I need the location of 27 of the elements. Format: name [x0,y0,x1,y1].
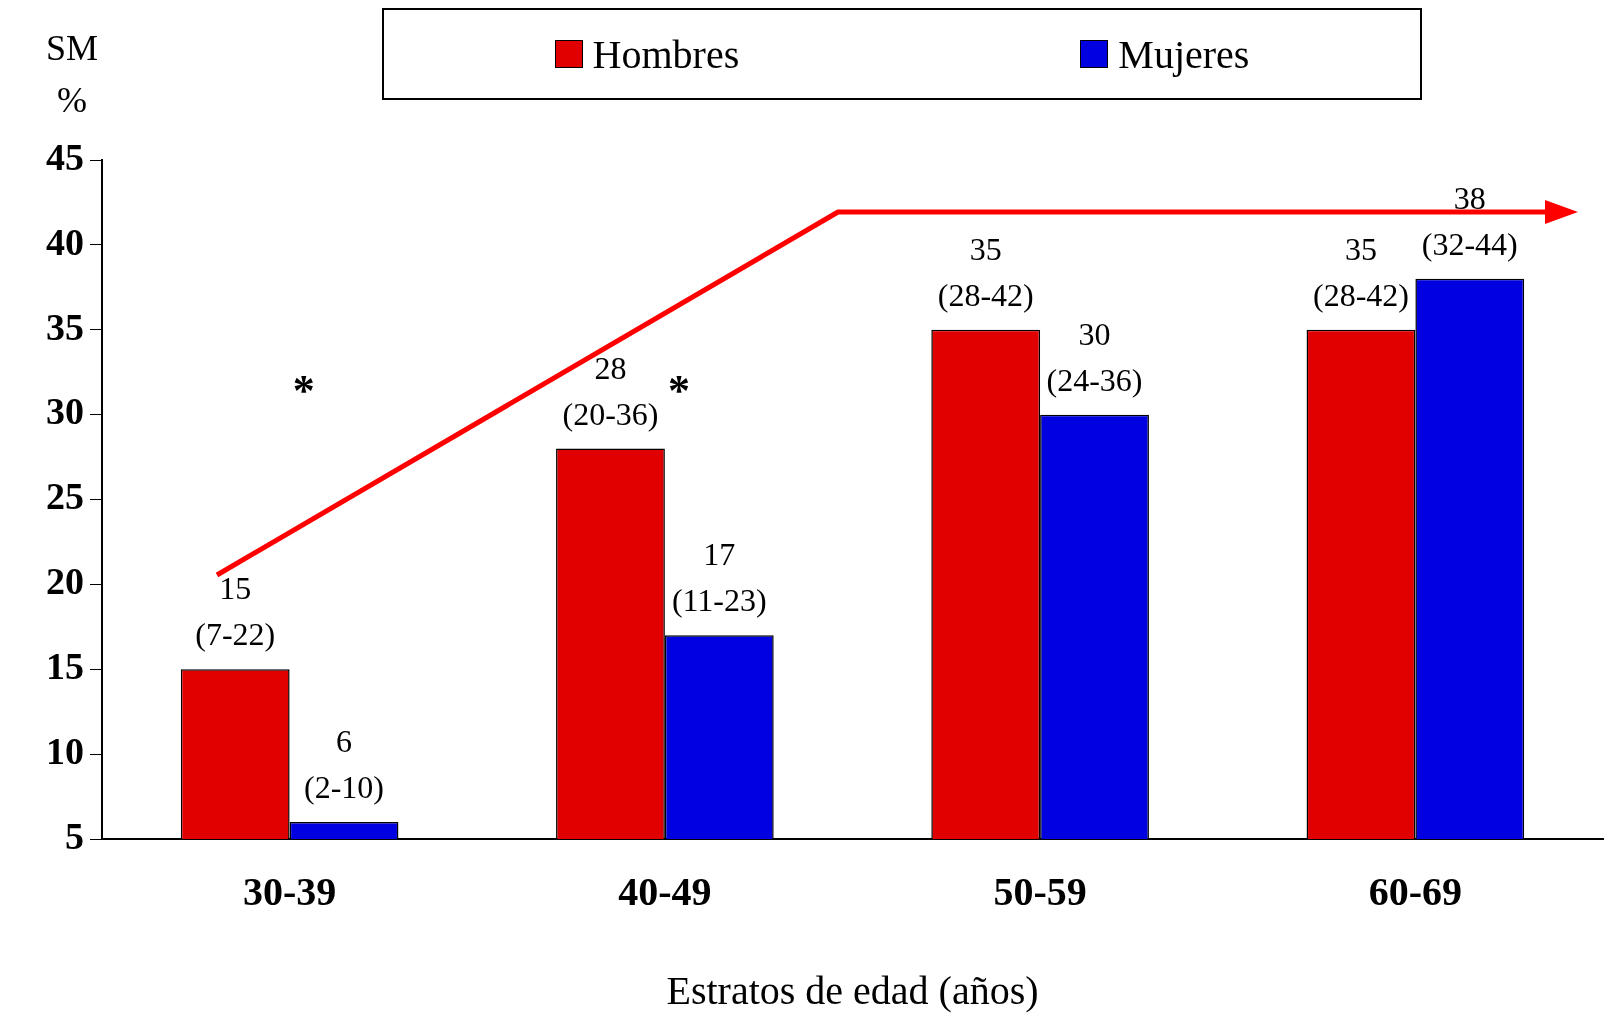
x-tick-label: 30-39 [242,869,337,915]
x-axis-title: Estratos de edad (años) [666,967,1039,1013]
data-label: 15 (7-22) [195,570,276,653]
data-label: 6 (2-10) [304,723,385,806]
y-tick-label: 20 [46,560,84,603]
y-tick-label: 15 [46,645,84,688]
y-tick-label: 30 [46,390,84,433]
x-tick-label: 60-69 [1368,869,1463,915]
y-tick-label: 10 [46,729,84,772]
annotation: * [667,366,690,415]
y-tick-label: 45 [46,135,84,178]
legend-label: Hombres [592,30,740,78]
y-tick-label: 35 [46,305,84,348]
x-tick-label: 40-49 [618,869,712,915]
y-tick-label: 5 [65,814,84,857]
data-label: 30 (24-36) [1046,315,1143,398]
data-label: 35 (28-42) [937,230,1034,313]
y-tick-label: 25 [46,475,84,518]
annotation: * [292,366,315,415]
data-label: 35 (28-42) [1312,230,1409,313]
data-label: 28 (20-36) [562,349,659,432]
data-label: 17 (11-23) [671,536,767,619]
data-label: 38 (32-44) [1421,179,1518,262]
x-tick-label: 50-59 [993,869,1087,915]
y-axis-title: SM % [45,28,99,120]
legend-label: Mujeres [1118,30,1250,78]
y-tick-label: 40 [46,220,84,263]
